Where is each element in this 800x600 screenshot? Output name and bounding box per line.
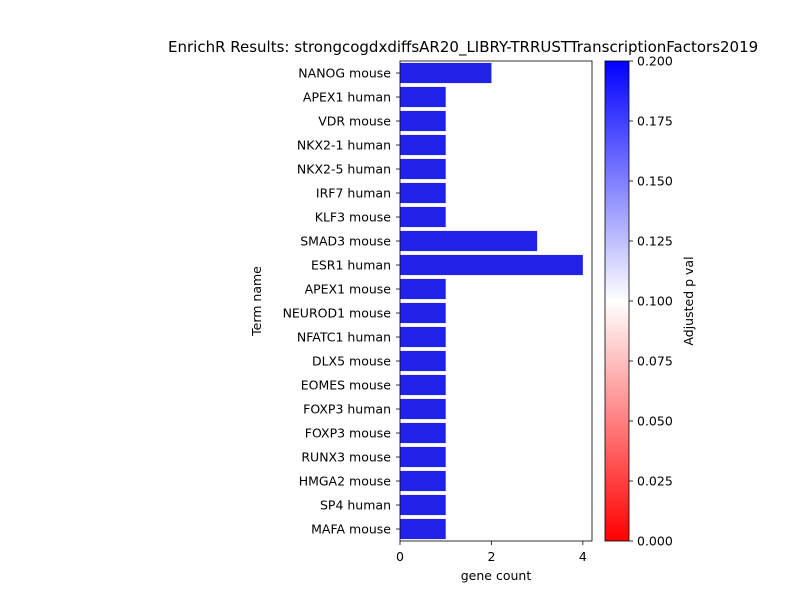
bar (400, 278, 446, 300)
y-tick-label: NANOG mouse (298, 66, 391, 81)
y-tick-label: EOMES mouse (301, 378, 392, 393)
bar (400, 422, 446, 444)
bar (400, 230, 538, 252)
y-tick-label: MAFA mouse (311, 522, 391, 537)
y-tick-label: NFATC1 human (297, 330, 391, 345)
y-tick-label: DLX5 mouse (312, 354, 391, 369)
colorbar-tick-label: 0.175 (637, 114, 673, 129)
colorbar-tick-label: 0.075 (637, 354, 673, 369)
bar (400, 470, 446, 492)
bar (400, 446, 446, 468)
y-tick-label: NKX2-5 human (297, 162, 391, 177)
y-tick-label: SMAD3 mouse (300, 234, 391, 249)
bar (400, 518, 446, 540)
colorbar-tick-label: 0.025 (637, 474, 673, 489)
y-tick-label: RUNX3 mouse (301, 450, 391, 465)
y-tick-label: SP4 human (320, 498, 391, 513)
x-tick-label: 0 (396, 549, 404, 564)
y-tick-label: APEX1 human (303, 90, 391, 105)
x-tick-group: 0 2 4 (396, 541, 587, 564)
y-tick-label: KLF3 mouse (315, 210, 392, 225)
x-tick-label: 4 (579, 549, 587, 564)
y-axis-label: Term name (249, 266, 264, 337)
bar (400, 158, 446, 180)
bar (400, 374, 446, 396)
bars-group (400, 62, 583, 540)
chart-title: EnrichR Results: strongcogdxdiffsAR20_LI… (168, 38, 758, 57)
y-tick-label: FOXP3 human (303, 402, 391, 417)
bar (400, 62, 492, 84)
bar (400, 494, 446, 516)
colorbar-tick-group: 0.000 0.025 0.050 0.075 0.100 0.125 0.150 0.175… (629, 54, 673, 549)
bar (400, 302, 446, 324)
bar (400, 86, 446, 108)
y-tick-label: HMGA2 mouse (299, 474, 392, 489)
colorbar-tick-label: 0.150 (637, 174, 673, 189)
bar (400, 254, 583, 276)
colorbar (604, 60, 630, 542)
y-tick-label: VDR mouse (318, 114, 391, 129)
colorbar-tick-label: 0.100 (637, 294, 673, 309)
bar (400, 134, 446, 156)
colorbar-tick-label: 0.125 (637, 234, 673, 249)
y-tick-label: FOXP3 mouse (305, 426, 392, 441)
y-tick-label: NEUROD1 mouse (283, 306, 392, 321)
x-tick-label: 2 (487, 549, 495, 564)
y-tick-label: ESR1 human (311, 258, 391, 273)
y-tick-label: IRF7 human (316, 186, 391, 201)
y-tick-label: NKX2-1 human (297, 138, 391, 153)
colorbar-tick-label: 0.000 (637, 534, 673, 549)
bar (400, 206, 446, 228)
bar (400, 326, 446, 348)
colorbar-tick-label: 0.050 (637, 414, 673, 429)
y-tick-label: APEX1 mouse (305, 282, 392, 297)
bar (400, 182, 446, 204)
colorbar-label: Adjusted p val (681, 256, 696, 345)
bar (400, 110, 446, 132)
plot-frame (399, 60, 593, 542)
bar (400, 398, 446, 420)
colorbar-tick-label: 0.200 (637, 54, 673, 69)
bar (400, 350, 446, 372)
y-tick-group: NANOG mouse APEX1 human VDR mouse NKX2-1 hu… (283, 66, 400, 537)
x-axis-label: gene count (461, 568, 532, 583)
